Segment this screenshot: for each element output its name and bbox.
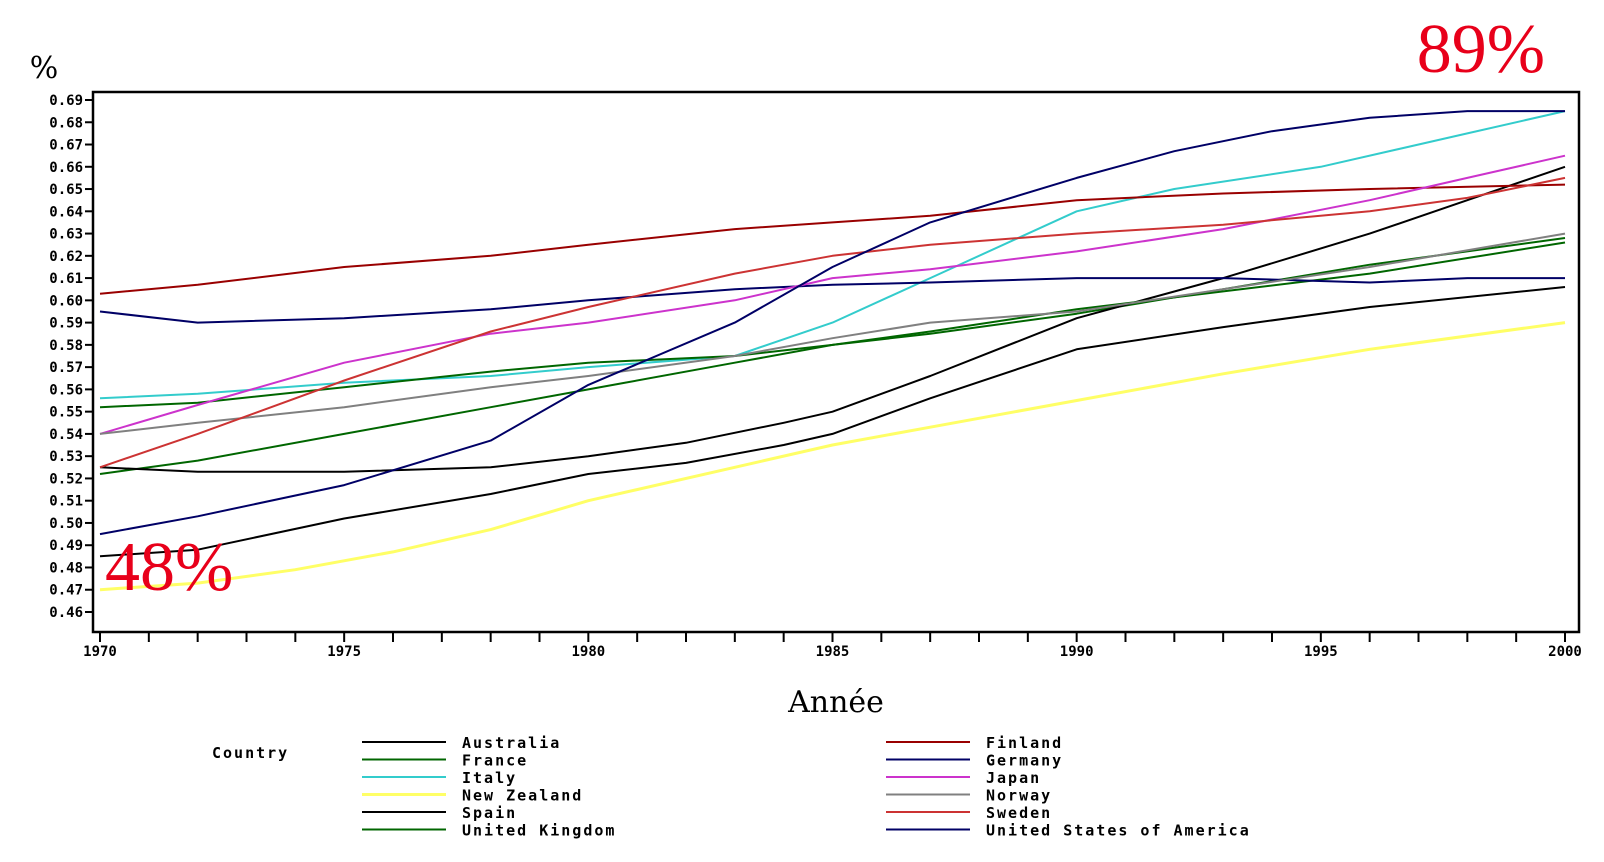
legend-entry: Italy — [462, 769, 517, 787]
annotation-max: 89% — [1417, 11, 1545, 88]
y-tick-label: 0.60 — [49, 293, 83, 309]
y-tick-label: 0.66 — [49, 160, 83, 176]
series-line-australia — [99, 286, 1566, 558]
x-tick-label: 1970 — [83, 644, 117, 660]
series-line-norway — [99, 232, 1566, 435]
series-lines — [99, 110, 1566, 592]
y-tick-label: 0.54 — [49, 427, 83, 443]
y-tick-label: 0.53 — [49, 449, 83, 465]
y-tick-label: 0.63 — [49, 227, 83, 243]
x-tick-label: 1995 — [1304, 644, 1338, 660]
x-tick-label: 1990 — [1060, 644, 1094, 660]
y-tick-label: 0.62 — [49, 249, 83, 265]
y-tick-label: 0.55 — [49, 405, 83, 421]
series-line-finland — [99, 183, 1566, 295]
y-tick-label: 0.47 — [49, 583, 83, 599]
series-line-france — [99, 237, 1566, 475]
legend-title: Country — [212, 744, 289, 762]
series-line-spain — [99, 165, 1566, 473]
legend-entry: Spain — [462, 804, 517, 822]
x-tick-label: 1980 — [571, 644, 605, 660]
y-axis: 0.46 0.47 0.48 0.49 0.50 0.51 0.52 0.53 0.54 0.55… — [49, 93, 93, 621]
y-tick-label: 0.48 — [49, 560, 83, 576]
y-tick-label: 0.51 — [49, 494, 83, 510]
plot-frame — [91, 90, 1581, 634]
legend-entry: United Kingdom — [462, 822, 616, 840]
y-tick-label: 0.50 — [49, 516, 83, 532]
x-tick-label: 1985 — [816, 644, 850, 660]
x-axis: 1970 1975 1980 1985 1990 1995 2000 — [83, 632, 1582, 660]
legend-entry: Finland — [986, 734, 1063, 752]
y-axis-label: % — [30, 51, 59, 86]
y-tick-label: 0.46 — [49, 605, 83, 621]
series-line-germany — [99, 277, 1565, 324]
y-tick-label: 0.68 — [49, 115, 83, 131]
legend-entry: New Zealand — [462, 787, 583, 805]
x-tick-label: 2000 — [1548, 644, 1582, 660]
y-tick-label: 0.58 — [49, 338, 83, 354]
legend-entry: Australia — [462, 734, 561, 752]
series-line-new-zealand — [99, 321, 1566, 592]
y-tick-label: 0.61 — [49, 271, 83, 287]
legend-entry: Norway — [986, 787, 1052, 805]
x-axis-label: Année — [787, 685, 884, 720]
legend-entry: Japan — [986, 769, 1041, 787]
y-tick-label: 0.56 — [49, 382, 83, 398]
series-line-italy — [99, 110, 1566, 400]
legend-entry: United States of America — [986, 822, 1251, 840]
annotation-min: 48% — [105, 529, 233, 606]
y-tick-label: 0.65 — [49, 182, 83, 198]
y-tick-label: 0.59 — [49, 316, 83, 332]
y-tick-label: 0.67 — [49, 138, 83, 154]
y-tick-label: 0.69 — [49, 93, 83, 109]
legend-entry: Sweden — [986, 804, 1052, 822]
y-tick-label: 0.49 — [49, 538, 83, 554]
series-line-sweden — [99, 176, 1566, 469]
series-line-japan — [99, 154, 1566, 435]
y-tick-label: 0.64 — [49, 204, 83, 220]
y-tick-label: 0.57 — [49, 360, 83, 376]
y-tick-label: 0.52 — [49, 471, 83, 487]
legend-entry: Germany — [986, 752, 1063, 770]
legend-entry: France — [462, 752, 528, 770]
x-tick-label: 1975 — [327, 644, 361, 660]
series-line-united-states-of-america — [99, 110, 1565, 536]
